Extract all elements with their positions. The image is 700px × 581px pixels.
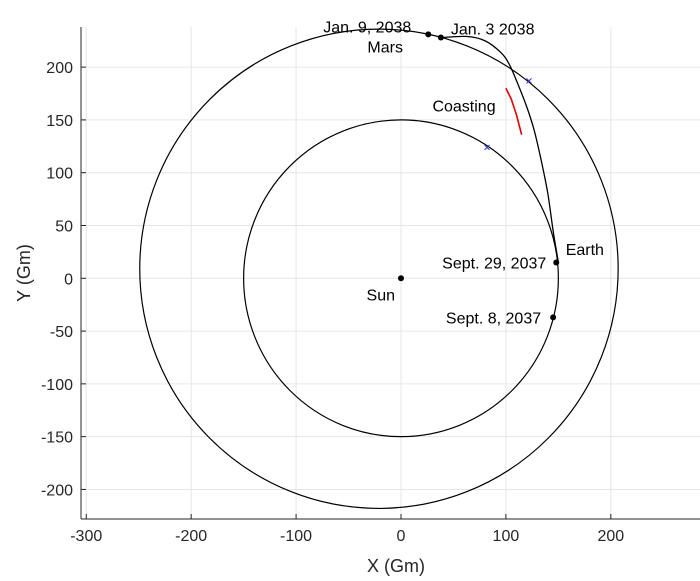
x-marker-stroke <box>484 144 490 151</box>
y-tick-label: 150 <box>46 113 73 130</box>
x-marker-stroke <box>526 77 532 84</box>
earth-arrival-point <box>553 259 560 266</box>
y-tick-label: 50 <box>55 218 73 235</box>
earth-arrival-label: Sept. 29, 2037 <box>442 255 546 272</box>
earth-orbit <box>243 119 559 438</box>
annotations: Sun Sept. 29, 2037 Sept. 8, 2037 Jan. 9, 20… <box>323 19 604 327</box>
y-tick-label: -100 <box>41 377 73 394</box>
earth-depart-label: Sept. 8, 2037 <box>446 310 541 327</box>
Sun-label: Sun <box>367 287 395 304</box>
y-tick-label: -200 <box>41 482 73 499</box>
grid-lines <box>81 27 700 519</box>
mars-annotation: Mars <box>367 39 403 56</box>
coasting-segment <box>505 87 523 135</box>
x-tick-label: 0 <box>397 528 406 545</box>
plot-area <box>139 28 619 510</box>
y-tick-label: 0 <box>64 271 73 288</box>
mars-jan3-point <box>437 34 444 41</box>
y-tick-label: -150 <box>41 430 73 447</box>
y-tick-label: -50 <box>50 324 73 341</box>
x-tick-label: -300 <box>70 528 102 545</box>
x-tick-label: 100 <box>493 528 520 545</box>
x-tick-label: -200 <box>175 528 207 545</box>
mars-jan9-label: Jan. 9, 2038 <box>323 19 411 36</box>
y-tick-label: 100 <box>46 166 73 183</box>
mars-orbit <box>139 28 619 510</box>
x-tick-label: 200 <box>597 528 624 545</box>
x-tick-label: -100 <box>280 528 312 545</box>
y-tick-label: 200 <box>46 60 73 77</box>
x-marker <box>526 77 532 84</box>
tick-labels: -300 -200 -100 0 100 200 200 150 100 50 0 -50 -100 -1… <box>41 60 624 545</box>
mars-jan9-point <box>425 31 432 38</box>
axes <box>80 27 700 520</box>
x-axis-label: X (Gm) <box>367 556 425 576</box>
y-axis-label: Y (Gm) <box>14 244 34 302</box>
coasting-annotation: Coasting <box>432 98 495 115</box>
mars-jan3-label: Jan. 3 2038 <box>451 22 535 39</box>
transfer-trajectory <box>440 35 560 263</box>
earth-depart-point <box>550 314 557 321</box>
Sun-point <box>397 275 404 282</box>
earth-annotation: Earth <box>566 242 604 259</box>
x-marker <box>484 144 490 151</box>
